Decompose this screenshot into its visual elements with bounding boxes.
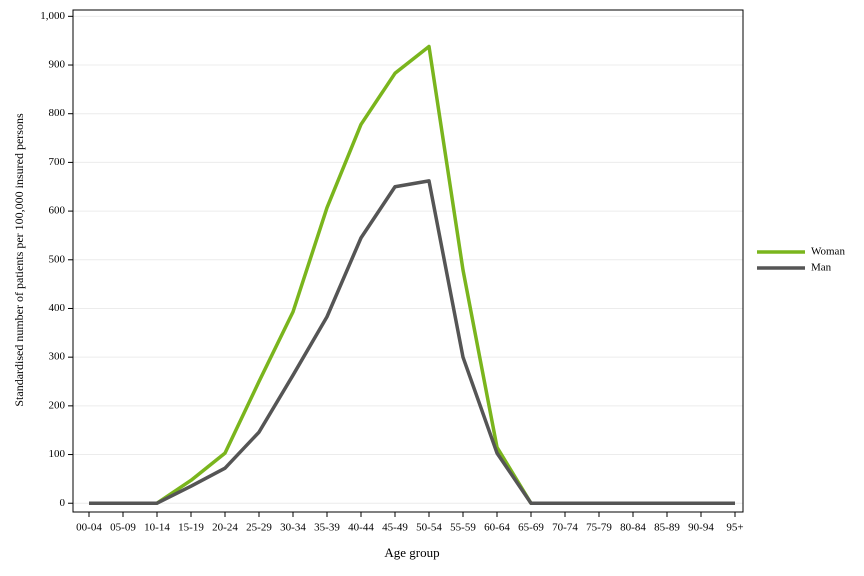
plot-frame [72,9,744,513]
series-line [89,179,735,505]
y-tick-label: 0 [60,497,66,509]
x-tick-label: 65-69 [518,522,544,534]
x-tick-label: 80-84 [620,522,646,534]
x-tick-label: 15-19 [178,522,204,534]
x-tick-label: 00-04 [76,522,102,534]
legend-label: Woman [811,246,845,258]
x-tick-label: 90-94 [688,522,714,534]
x-tick-label: 05-09 [110,522,136,534]
x-tick-label: 50-54 [416,522,442,534]
legend-label: Man [811,262,832,274]
y-tick-label: 900 [49,59,66,71]
y-tick-label: 800 [49,107,66,119]
x-tick-label: 85-89 [654,522,680,534]
y-tick-label: 400 [49,302,66,314]
x-tick-label: 20-24 [212,522,238,534]
x-tick-label: 35-39 [314,522,340,534]
x-tick-label: 10-14 [144,522,170,534]
x-tick-label: 60-64 [484,522,510,534]
y-tick-label: 100 [49,448,66,460]
y-tick-label: 300 [49,351,66,363]
y-tick-label: 600 [49,205,66,217]
y-axis-title: Standardised number of patients per 100,… [12,113,26,407]
x-tick-label: 30-34 [280,522,306,534]
x-tick-label: 45-49 [382,522,408,534]
x-axis-title: Age group [384,545,439,560]
x-tick-label: 40-44 [348,522,374,534]
y-tick-label: 200 [49,399,66,411]
x-tick-label: 55-59 [450,522,476,534]
x-tick-label: 25-29 [246,522,272,534]
x-tick-label: 75-79 [586,522,612,534]
y-tick-label: 500 [49,253,66,265]
x-tick-label: 95+ [726,522,743,534]
y-tick-label: 1,000 [40,10,65,22]
x-tick-label: 70-74 [552,522,578,534]
y-tick-label: 700 [49,156,66,168]
